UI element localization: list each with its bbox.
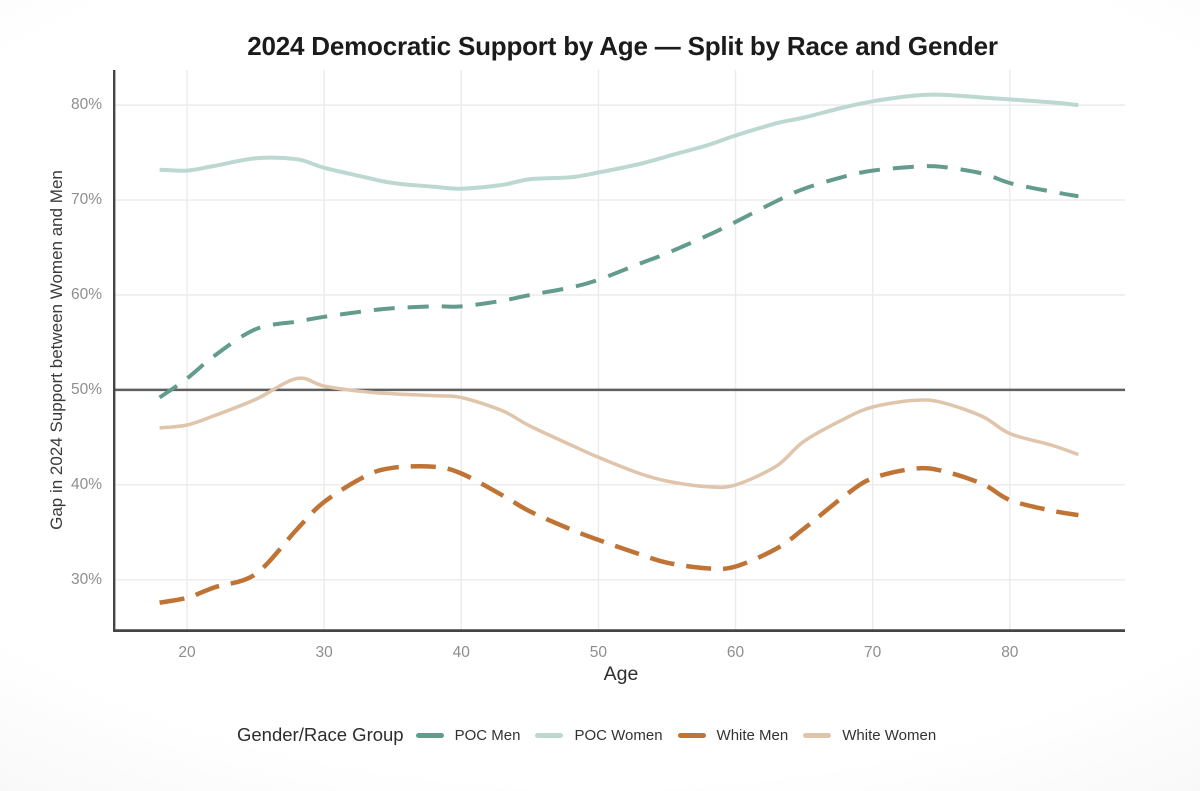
series-poc-men [158,164,1079,400]
y-tick-label: 60% [70,285,102,303]
legend-swatch-poc-men [415,732,444,738]
legend-label: White Women [842,726,937,744]
series-white-women [159,376,1079,490]
legend-item: POC Women [535,726,663,744]
legend-swatch-white-women [803,732,832,738]
legend-items: POC Men POC Women White Men White Women [415,726,952,744]
x-tick-label: 70 [864,644,882,661]
x-axis-title: Age [603,663,639,685]
chart-title: 2024 Democratic Support by Age — Split b… [247,31,998,61]
legend-swatch-white-men [677,732,706,738]
legend-item: White Men [677,726,789,744]
x-tick-label: 30 [315,644,333,661]
x-tick-label: 60 [726,644,745,661]
x-tick-label: 50 [589,644,608,661]
y-tick-label: 70% [70,191,102,209]
legend-title: Gender/Race Group [237,724,404,745]
y-tick-label: 80% [70,96,102,114]
y-tick-label: 40% [70,475,102,493]
legend-label: POC Women [574,726,663,744]
series-poc-women [159,92,1079,191]
legend-item: POC Men [415,726,521,744]
series-white-men [159,464,1079,605]
legend: Gender/Race Group POC Men POC Women White … [237,719,951,751]
y-tick-label: 30% [70,570,102,588]
legend-label: POC Men [454,726,521,744]
plot-area [113,70,1125,632]
x-tick-label: 40 [452,644,470,661]
legend-item: White Women [803,727,936,744]
x-tick-label: 80 [1001,644,1019,661]
legend-swatch-poc-women [535,732,564,738]
legend-label: White Men [716,726,789,744]
y-tick-label: 50% [70,380,102,398]
x-tick-label: 20 [178,644,196,661]
